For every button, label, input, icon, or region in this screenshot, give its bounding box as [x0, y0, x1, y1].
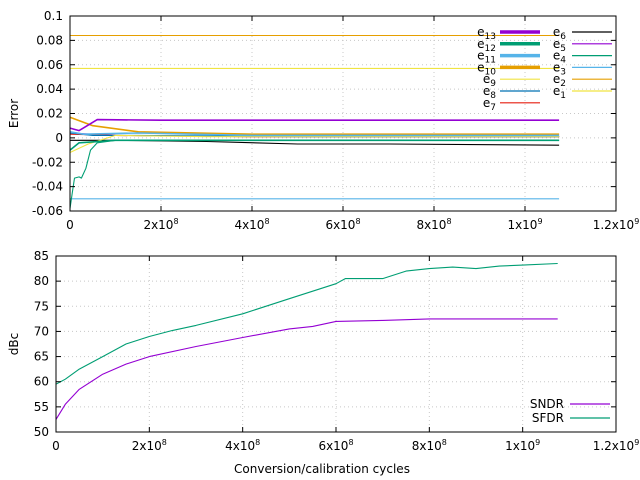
legend-entry-e8: e8 [483, 84, 540, 101]
y-tick-label: 70 [34, 324, 49, 338]
x-tick-label: 1.2x109 [593, 438, 640, 453]
y-tick-label: -0.06 [32, 204, 63, 218]
series-group [55, 262, 558, 420]
y-axis-label: Error [7, 99, 21, 128]
legend-entry-e6: e6 [553, 25, 612, 42]
legend-entry-e9: e9 [483, 72, 540, 89]
legend-entry-e5: e5 [553, 37, 612, 54]
x-tick-label: 8x108 [412, 438, 447, 453]
y-tick-label: 55 [34, 400, 49, 414]
legend-entry-e4: e4 [553, 49, 612, 66]
legend-entry-e11: e11 [477, 49, 540, 66]
legend-label: SFDR [532, 411, 564, 425]
x-tick-label: 0 [52, 439, 60, 453]
legend-entry-e3: e3 [553, 60, 612, 77]
legend-entry-e13: e13 [477, 25, 540, 42]
series-line-e9 [69, 134, 560, 153]
legend-label: e6 [553, 25, 566, 42]
series-line-sfdr [55, 262, 558, 385]
x-tick-label: 6x108 [318, 438, 353, 453]
chart-panel-1: 0 2x108 4x108 6x108 8x108 1x109 1.2x109 -0.06 -0… [7, 9, 639, 232]
legend-entry-e10: e10 [477, 60, 540, 77]
legend-label: SNDR [530, 397, 564, 411]
x-axis-label: Conversion/calibration cycles [234, 462, 410, 476]
legend-entry-sfdr: SFDR [532, 411, 610, 425]
legend-label: e10 [477, 60, 496, 77]
x-tick-label: 1x109 [505, 438, 540, 453]
x-tick-label: 2x108 [143, 217, 178, 232]
y-tick-label: 0.08 [36, 33, 63, 47]
legend-label: e13 [477, 25, 496, 42]
legend-entry-e12: e12 [477, 37, 540, 54]
x-tick-label: 1.2x109 [593, 217, 640, 232]
series-group [69, 34, 560, 209]
legend-label: e9 [483, 72, 496, 89]
y-tick-label: -0.02 [32, 155, 63, 169]
legend-label: e2 [553, 72, 566, 89]
y-tick-label: 0.1 [44, 9, 63, 23]
y-tick-label: 0.04 [36, 82, 63, 96]
y-tick-label: 85 [34, 249, 49, 263]
x-tick-label: 8x108 [416, 217, 451, 232]
y-tick-label: 80 [34, 274, 49, 288]
chart-panel-2: 0 2x108 4x108 6x108 8x108 1x109 1.2x109 50 55 60 6… [7, 249, 639, 476]
legend-entry-e2: e2 [553, 72, 612, 89]
legend-entry-e1: e1 [553, 84, 612, 101]
x-tick-label: 2x108 [132, 438, 167, 453]
x-tick-label: 0 [66, 218, 74, 232]
y-tick-label: 50 [34, 425, 49, 439]
legend-label: e12 [477, 37, 496, 54]
legend-entry-sndr: SNDR [530, 397, 610, 411]
legend-label: e8 [483, 84, 496, 101]
series-line-e12 [69, 139, 560, 151]
x-tick-label: 4x108 [234, 217, 269, 232]
legend-label: e5 [553, 37, 566, 54]
x-tick-label: 1x109 [507, 217, 542, 232]
series-line-sndr [55, 318, 558, 420]
series-line-e13 [69, 118, 560, 132]
x-tick-label: 4x108 [225, 438, 260, 453]
y-tick-label: 0.02 [36, 107, 63, 121]
y-axis-label: dBc [7, 333, 21, 355]
y-tick-label: 0 [55, 131, 63, 145]
series-line-e10 [69, 116, 560, 135]
y-tick-label: 60 [34, 375, 49, 389]
x-tick-label: 6x108 [325, 217, 360, 232]
legend-label: e7 [483, 96, 496, 113]
y-tick-label: -0.04 [32, 180, 63, 194]
series-line-e11 [69, 131, 560, 137]
legend-label: e3 [553, 60, 566, 77]
legend-entry-e7: e7 [483, 96, 540, 113]
y-tick-label: 65 [34, 350, 49, 364]
legend-label: e11 [477, 49, 496, 66]
y-tick-label: 0.06 [36, 58, 63, 72]
y-tick-label: 75 [34, 299, 49, 313]
legend-label: e1 [553, 84, 566, 101]
legend-label: e4 [553, 49, 566, 66]
